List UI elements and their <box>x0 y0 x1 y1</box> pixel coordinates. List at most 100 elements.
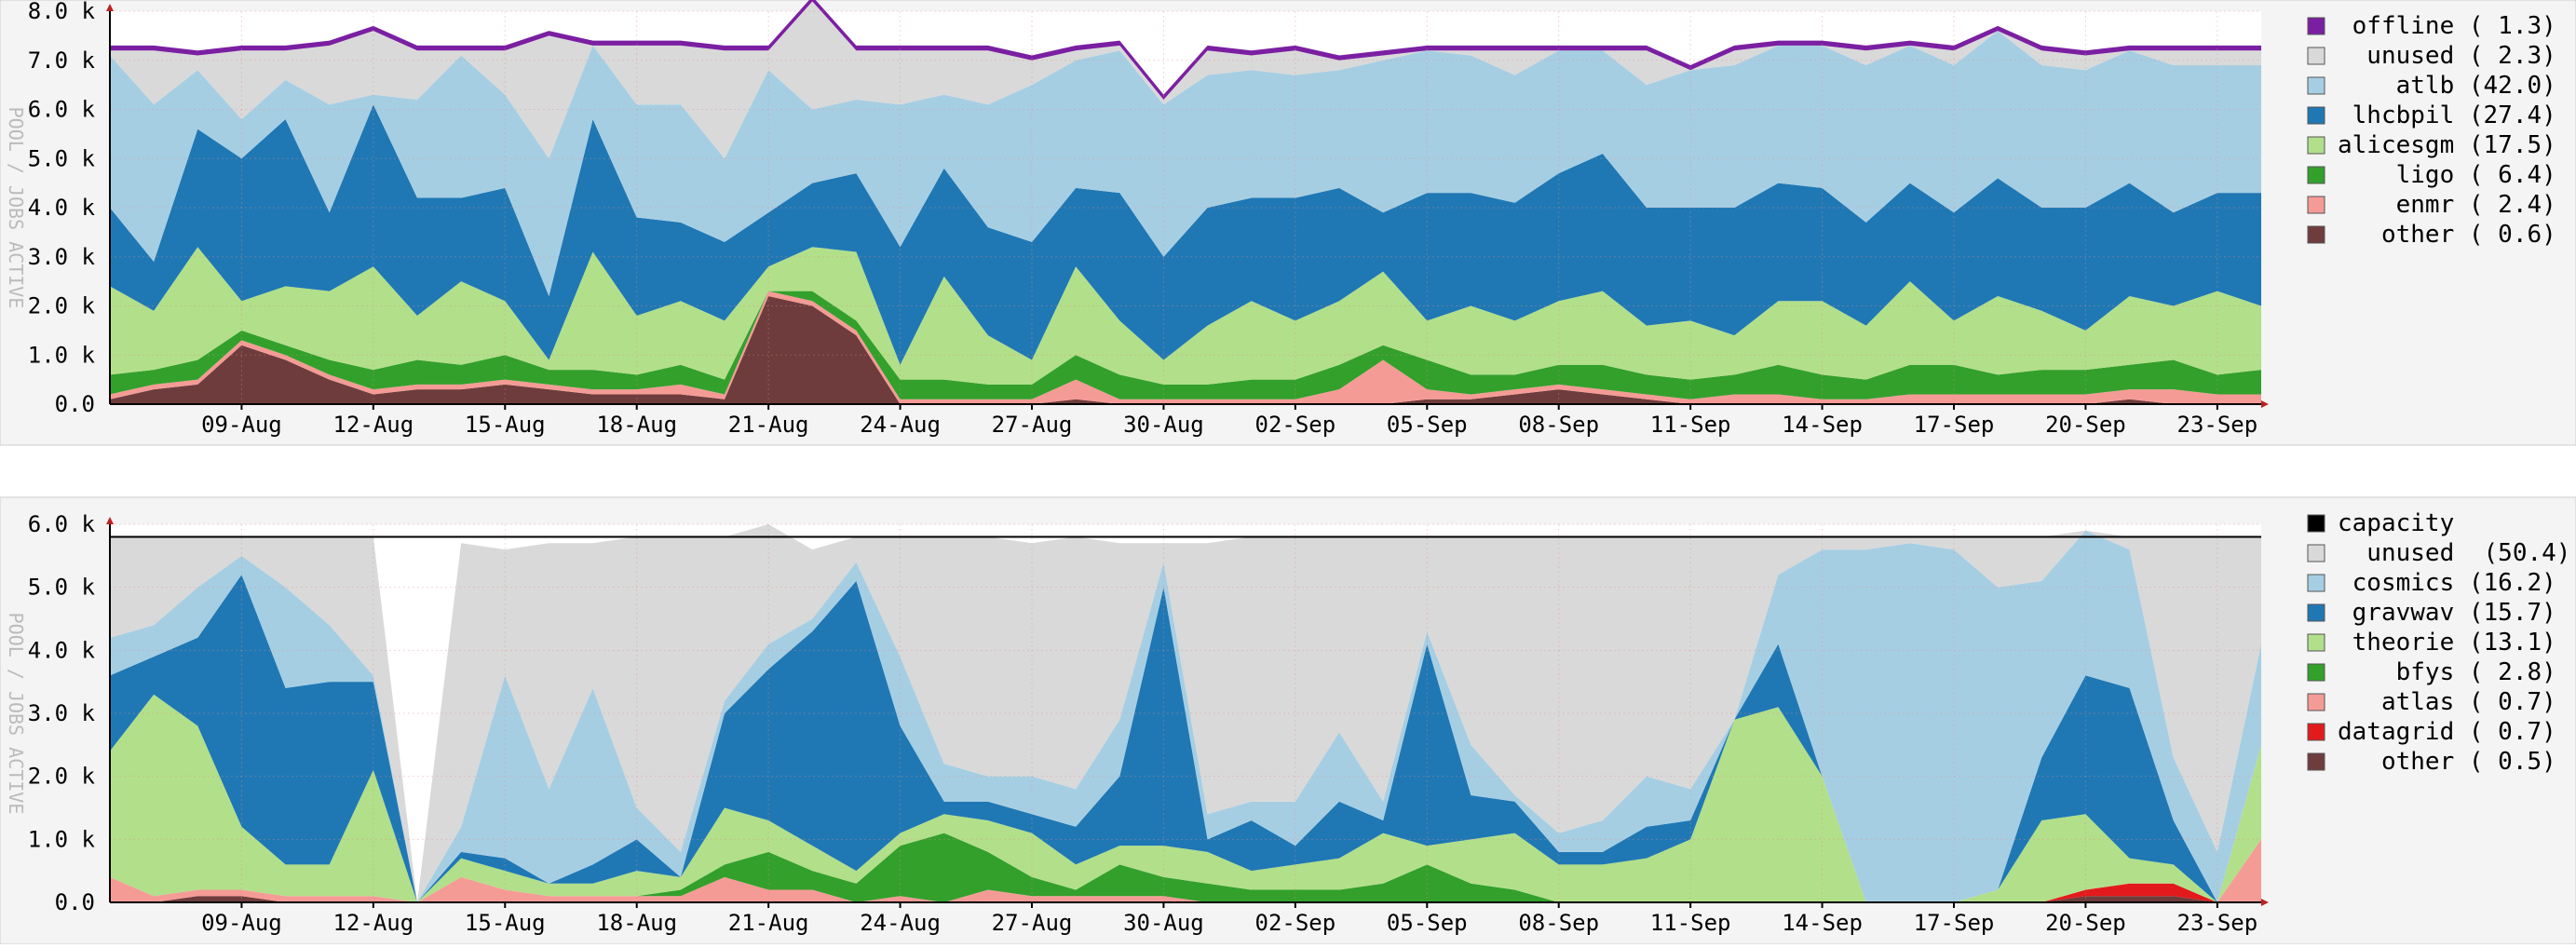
y-tick-label: 2.0 k <box>28 764 96 790</box>
x-tick-label: 24-Aug <box>860 412 941 438</box>
x-axis-arrow <box>2261 400 2269 408</box>
legend-label-bfys: bfys ( 2.8) <box>2338 658 2556 686</box>
area-alicesgm <box>110 247 2261 385</box>
x-tick-label: 11-Sep <box>1650 910 1731 936</box>
legend-swatch-other <box>2307 225 2325 244</box>
y-axis-label: POOL / JOBS ACTIVE <box>5 613 27 815</box>
x-tick-label: 18-Aug <box>596 412 677 438</box>
x-tick-label: 02-Sep <box>1255 412 1336 438</box>
y-axis-arrow <box>106 4 114 11</box>
area-bfys <box>110 833 2261 902</box>
area-unused <box>110 524 2261 902</box>
x-tick-label: 12-Aug <box>333 412 414 438</box>
y-tick-label: 4.0 k <box>28 195 96 221</box>
x-tick-label: 02-Sep <box>1255 910 1336 936</box>
y-tick-label: 4.0 k <box>28 637 96 663</box>
legend-swatch-atlas <box>2307 693 2325 711</box>
legend-label-unused: unused ( 2.3) <box>2338 42 2556 70</box>
area-theorie <box>110 694 2261 902</box>
x-tick-label: 20-Sep <box>2045 412 2126 438</box>
legend-label-atlb: atlb (42.0) <box>2338 72 2556 100</box>
x-tick-label: 14-Sep <box>1782 412 1863 438</box>
chart-1: 0.0 1.0 k 2.0 k 3.0 k 4.0 k 5.0 k 6.0 k 7.0 k 8.… <box>0 0 2576 446</box>
legend-swatch-offline <box>2307 17 2325 35</box>
x-tick-label: 09-Aug <box>201 412 282 438</box>
area-atlb <box>110 31 2261 296</box>
legend-label-offline: offline ( 1.3) <box>2338 12 2556 40</box>
legend-swatch-ligo <box>2307 166 2325 184</box>
x-tick-label: 17-Sep <box>1914 412 1995 438</box>
y-tick-label: 1.0 k <box>28 342 96 368</box>
legend-swatch-enmr <box>2307 196 2325 214</box>
y-tick-label: 0.0 <box>55 889 95 915</box>
x-tick-label: 09-Aug <box>201 910 282 936</box>
legend-label-atlas: atlas ( 0.7) <box>2338 688 2556 716</box>
legend-swatch-other <box>2307 752 2325 771</box>
legend: capacity unused (50.4) cosmics (16.2) gr… <box>2307 509 2570 776</box>
x-tick-label: 27-Aug <box>992 412 1073 438</box>
legend-label-unused: unused (50.4) <box>2338 539 2570 567</box>
legend-swatch-lhcbpil <box>2307 106 2325 125</box>
chart-2: 0.0 1.0 k 2.0 k 3.0 k 4.0 k 5.0 k 6.0 k 09-Aug 1… <box>0 496 2576 945</box>
legend-swatch-alicesgm <box>2307 136 2325 155</box>
area-lhcbpil <box>110 104 2261 365</box>
legend-swatch-bfys <box>2307 663 2325 682</box>
x-tick-label: 30-Aug <box>1123 910 1204 936</box>
y-tick-label: 2.0 k <box>28 293 96 319</box>
legend: offline ( 1.3) unused ( 2.3) atlb (42.0)… <box>2307 12 2556 249</box>
y-tick-label: 5.0 k <box>28 575 96 601</box>
x-tick-label: 23-Sep <box>2177 910 2258 936</box>
legend-swatch-cosmics <box>2307 574 2325 592</box>
legend-label-capacity: capacity <box>2338 509 2454 537</box>
x-tick-label: 14-Sep <box>1782 910 1863 936</box>
x-tick-label: 05-Sep <box>1387 910 1468 936</box>
legend-swatch-atlb <box>2307 76 2325 95</box>
y-tick-label: 3.0 k <box>28 244 96 270</box>
x-tick-label: 27-Aug <box>992 910 1073 936</box>
x-tick-label: 18-Aug <box>596 910 677 936</box>
area-unused <box>110 1 2261 159</box>
x-tick-label: 08-Sep <box>1518 910 1599 936</box>
y-tick-label: 6.0 k <box>28 97 96 123</box>
x-tick-label: 12-Aug <box>333 910 414 936</box>
y-tick-label: 5.0 k <box>28 145 96 171</box>
legend-label-other: other ( 0.6) <box>2338 221 2556 249</box>
legend-label-ligo: ligo ( 6.4) <box>2338 161 2556 189</box>
legend-label-cosmics: cosmics (16.2) <box>2338 569 2556 597</box>
area-ligo <box>110 291 2261 400</box>
legend-swatch-gravwav <box>2307 603 2325 622</box>
legend-label-lhcbpil: lhcbpil (27.4) <box>2338 102 2556 129</box>
legend-swatch-capacity <box>2307 514 2325 533</box>
area-cosmics <box>110 530 2261 902</box>
legend-swatch-datagrid <box>2307 723 2325 741</box>
legend-label-alicesgm: alicesgm (17.5) <box>2338 131 2556 159</box>
legend-label-other: other ( 0.5) <box>2338 748 2556 776</box>
x-tick-label: 11-Sep <box>1650 412 1731 438</box>
x-tick-label: 21-Aug <box>728 412 809 438</box>
y-tick-label: 0.0 <box>55 391 95 417</box>
legend-swatch-theorie <box>2307 633 2325 652</box>
y-tick-label: 3.0 k <box>28 700 96 726</box>
x-tick-label: 17-Sep <box>1914 910 1995 936</box>
y-tick-label: 8.0 k <box>28 0 96 24</box>
x-axis-arrow <box>2261 899 2269 906</box>
y-tick-label: 7.0 k <box>28 47 96 74</box>
x-tick-label: 30-Aug <box>1123 412 1204 438</box>
legend-label-theorie: theorie (13.1) <box>2338 629 2556 657</box>
legend-label-datagrid: datagrid ( 0.7) <box>2338 718 2556 746</box>
area-other <box>110 295 2261 404</box>
x-tick-label: 24-Aug <box>860 910 941 936</box>
x-tick-label: 05-Sep <box>1387 412 1468 438</box>
y-axis-label: POOL / JOBS ACTIVE <box>5 107 27 309</box>
legend-label-enmr: enmr ( 2.4) <box>2338 191 2556 219</box>
x-tick-label: 20-Sep <box>2045 910 2126 936</box>
legend-swatch-unused <box>2307 544 2325 562</box>
x-tick-label: 15-Aug <box>465 910 546 936</box>
x-tick-label: 21-Aug <box>728 910 809 936</box>
legend-label-gravwav: gravwav (15.7) <box>2338 599 2556 627</box>
y-tick-label: 1.0 k <box>28 826 96 852</box>
y-tick-label: 6.0 k <box>28 511 96 537</box>
area-gravwav <box>110 575 2261 902</box>
